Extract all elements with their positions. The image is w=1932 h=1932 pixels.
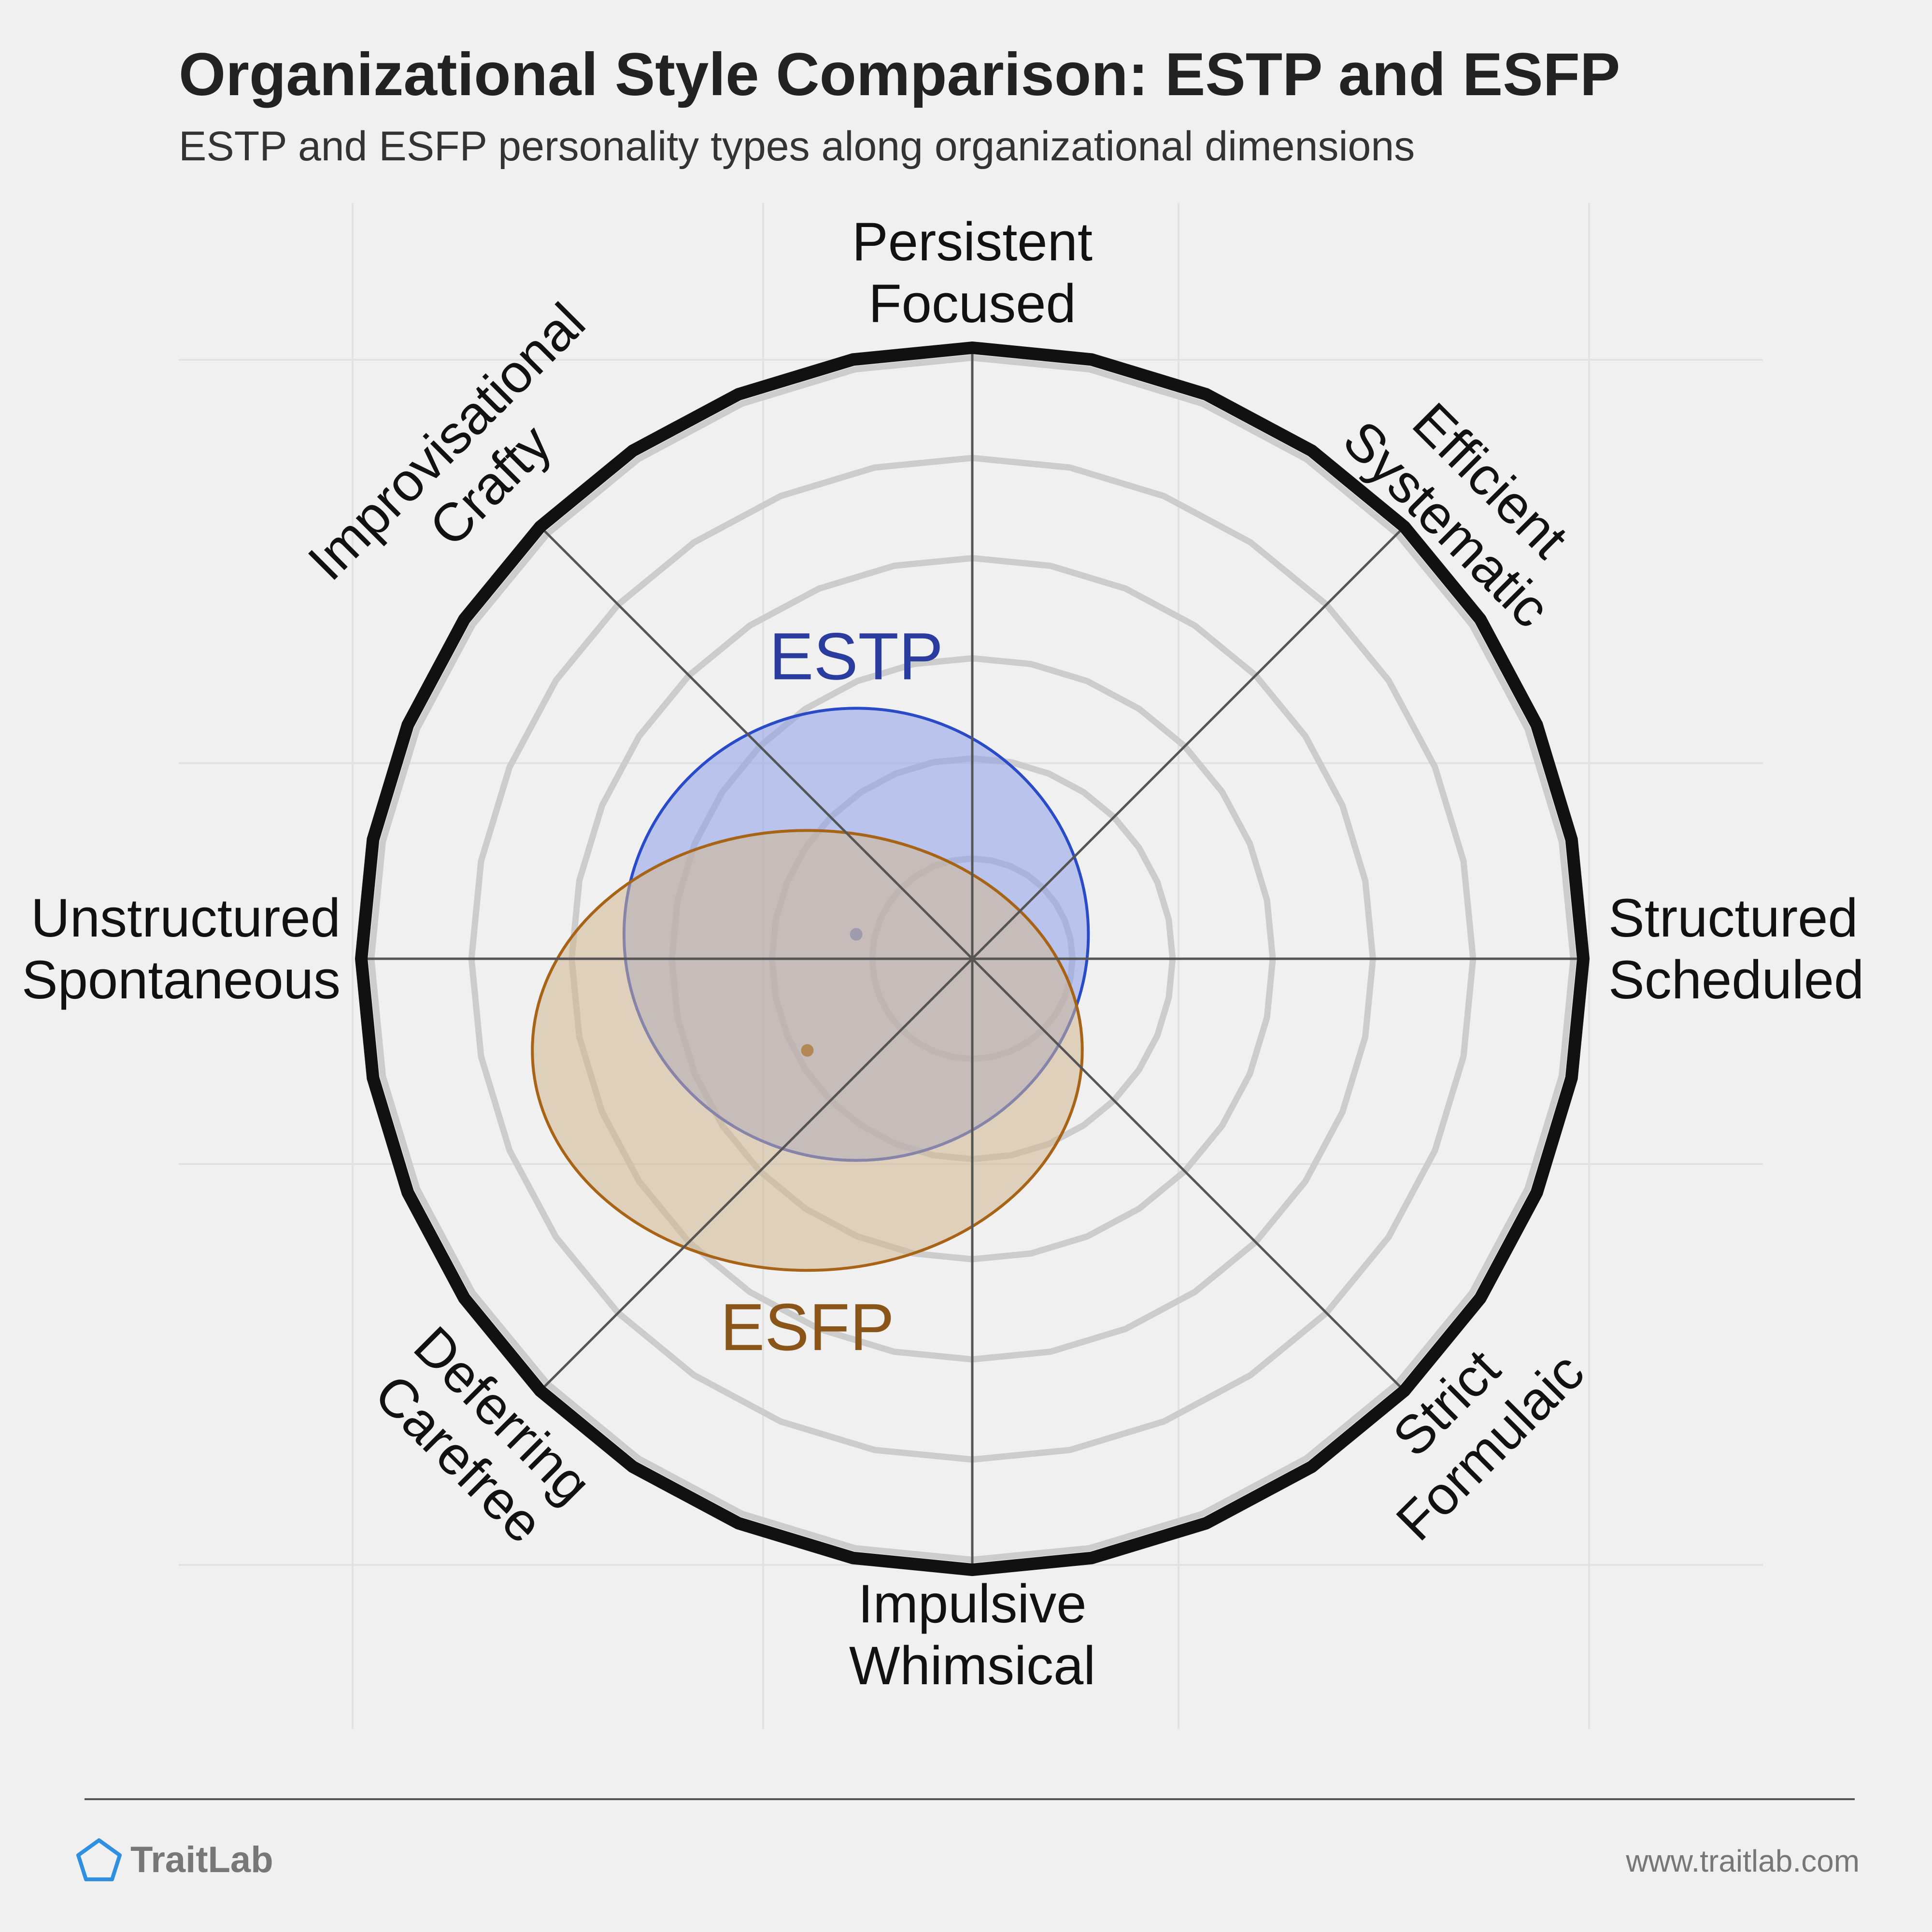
axis-spoke — [971, 958, 1406, 1392]
footer-url[interactable]: www.traitlab.com — [1625, 1844, 1860, 1878]
series-shapes — [531, 707, 1090, 1272]
axis-label-line: Improvisational — [297, 292, 597, 592]
axis-spokes — [361, 348, 1583, 1570]
axis-label-line: Scheduled — [1608, 950, 1864, 1010]
axis-spoke — [971, 526, 1406, 960]
outer-ring-border — [355, 341, 1590, 1576]
series-label-esfp: ESFP — [720, 1290, 894, 1364]
brand-logo[interactable]: TraitLab — [76, 1838, 273, 1881]
axis-spoke — [539, 958, 973, 1392]
axis-label-line: Spontaneous — [22, 950, 341, 1010]
pentagon-logo-icon — [76, 1838, 122, 1881]
chart-title: Organizational Style Comparison: ESTP an… — [179, 41, 1620, 108]
series-labels: ESTP ESFP — [720, 619, 943, 1364]
axis-label-line: Impulsive — [858, 1574, 1086, 1634]
axis-label-line: Whimsical — [849, 1635, 1095, 1696]
axis-spoke — [539, 526, 973, 960]
axis-label-line: Unstructured — [31, 888, 341, 948]
brand-name: TraitLab — [130, 1839, 273, 1880]
axis-label-line: Focused — [868, 273, 1076, 334]
series-label-estp: ESTP — [769, 619, 943, 694]
axis-label-line: Persistent — [852, 212, 1093, 272]
chart-subtitle: ESTP and ESFP personality types along or… — [179, 123, 1415, 170]
axis-label-line: Structured — [1608, 888, 1858, 948]
outer-ring — [355, 341, 1590, 1576]
series-point-esfp — [801, 1044, 814, 1057]
